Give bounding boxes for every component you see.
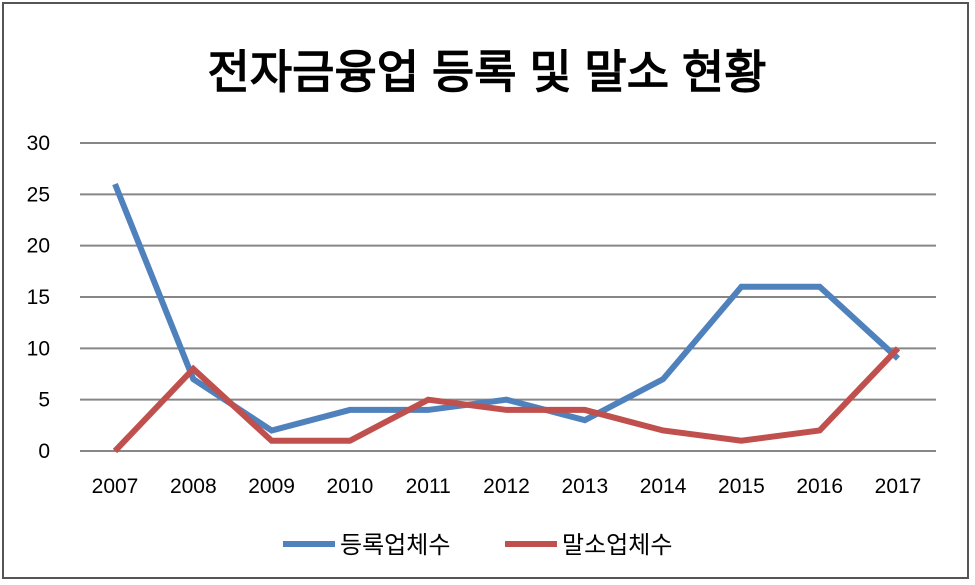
chart-frame bbox=[2, 2, 969, 579]
legend-label: 등록업체수 bbox=[340, 532, 450, 559]
x-tick-label: 2012 bbox=[483, 475, 530, 498]
y-tick-label: 25 bbox=[27, 183, 50, 206]
series-line-0 bbox=[112, 182, 901, 434]
x-tick-label: 2011 bbox=[406, 475, 451, 498]
chart-title: 전자금융업 등록 및 말소 현황 bbox=[208, 46, 767, 98]
x-tick-label: 2013 bbox=[561, 475, 608, 498]
x-tick-label: 2007 bbox=[92, 475, 139, 498]
x-tick-label: 2017 bbox=[875, 475, 922, 498]
x-tick-label: 2014 bbox=[640, 475, 687, 498]
x-tick-label: 2016 bbox=[796, 475, 843, 498]
y-tick-label: 15 bbox=[27, 286, 50, 309]
x-tick-label: 2009 bbox=[248, 475, 295, 498]
x-tick-label: 2010 bbox=[327, 475, 374, 498]
series-line-1 bbox=[112, 346, 901, 454]
y-tick-label: 0 bbox=[38, 440, 50, 463]
y-tick-label: 20 bbox=[27, 235, 50, 258]
y-tick-label: 5 bbox=[38, 389, 50, 412]
x-tick-label: 2015 bbox=[718, 475, 765, 498]
y-tick-label: 10 bbox=[27, 337, 50, 360]
y-tick-label: 30 bbox=[27, 132, 50, 155]
x-tick-label: 2008 bbox=[170, 475, 217, 498]
legend-label: 말소업체수 bbox=[562, 532, 672, 559]
